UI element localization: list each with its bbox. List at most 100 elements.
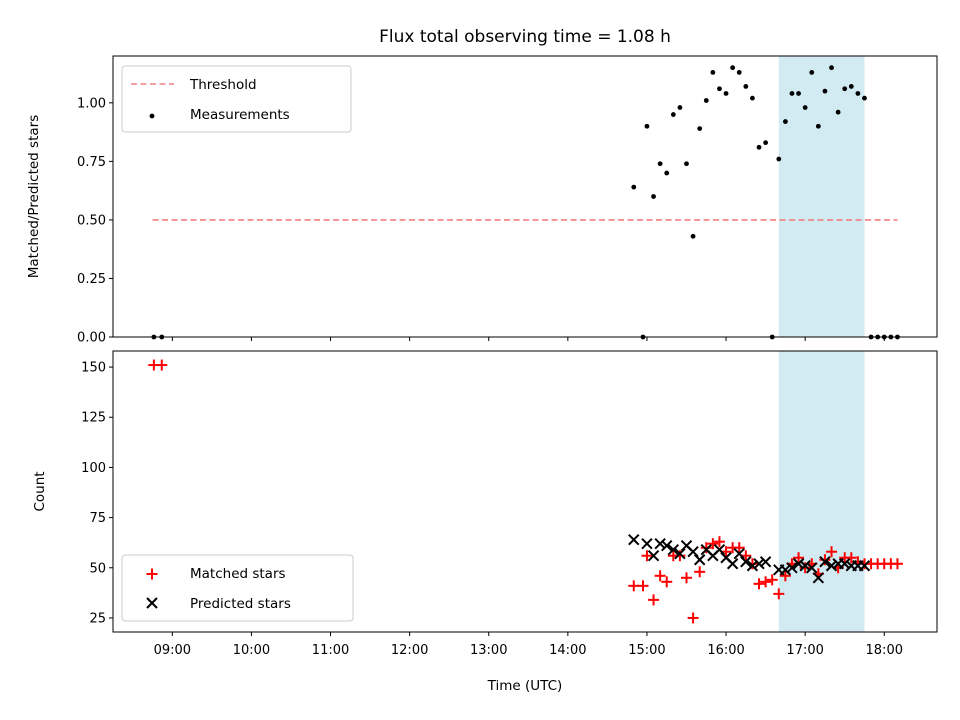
matched-star-point (891, 558, 903, 570)
predicted-star-point-b (839, 558, 851, 570)
measurement-point (763, 140, 769, 146)
matched-star-point (733, 542, 745, 554)
predicted-star-point-b (740, 556, 752, 568)
measurement-point (717, 86, 722, 92)
predicted-star-point (839, 558, 851, 570)
measurements-legend-swatch (149, 113, 155, 119)
predicted-star-point (812, 572, 825, 584)
measurement-point (703, 98, 709, 103)
matched-star-point (793, 552, 805, 564)
predicted-star-point-b (819, 556, 831, 568)
predicted-star-point (674, 548, 686, 560)
legend-x-glyph-b (146, 597, 158, 609)
matched-star-point (713, 536, 725, 548)
bottom-legend-frame (121, 554, 354, 622)
predicted-star-point (687, 546, 699, 558)
measurement-point (822, 88, 828, 94)
predicted-star-point (726, 558, 739, 570)
predicted-star-point (733, 548, 745, 560)
predicted-star-point-b (680, 539, 693, 552)
measurement-point (829, 65, 834, 71)
measurement-point (631, 184, 637, 190)
legend-plus-glyph (146, 568, 158, 580)
predicted-star-point (786, 562, 798, 574)
matched-star-point (654, 570, 666, 582)
predicted-star-point-b (858, 560, 871, 572)
bottom-y-tick-label: 125 (81, 411, 106, 426)
predicted-star-point-b (799, 560, 811, 572)
measurement-point (657, 161, 663, 167)
measurement-point (789, 91, 795, 96)
predicted-star-point-b (687, 546, 699, 558)
predicted-star-point (746, 560, 759, 572)
predicted-star-point-b (812, 572, 825, 584)
threshold-legend-label: Threshold (189, 77, 257, 93)
predicted-star-point (661, 539, 673, 552)
predicted-star-point (641, 537, 653, 550)
predicted-star-point (713, 544, 726, 556)
predicted-star-point (693, 554, 706, 566)
predicted-star-point-b (693, 554, 706, 566)
matched-star-point (766, 574, 778, 586)
predicted-star-point (753, 558, 765, 570)
top-y-tick-label: 0.50 (77, 213, 106, 228)
measurement-point (802, 105, 808, 110)
x-tick-label: 16:00 (707, 643, 744, 658)
top-legend: Threshold Measurements (121, 65, 352, 133)
top-y-tick-label: 0.00 (77, 331, 106, 346)
matched-star-point (707, 538, 719, 550)
bottom-y-tick-label: 25 (89, 611, 106, 626)
x-tick-label: 17:00 (786, 643, 823, 658)
predicted-star-point-b (786, 562, 798, 574)
measurement-point (750, 95, 755, 101)
matched-star-point (156, 359, 168, 371)
top-highlight-span (778, 56, 865, 337)
x-tick-label: 11:00 (312, 643, 349, 658)
measurement-point (697, 126, 703, 131)
predicted-star-point-b (759, 556, 772, 568)
x-tick-label: 18:00 (866, 643, 903, 658)
bottom-y-tick-label: 100 (81, 461, 106, 476)
matched-star-point (687, 612, 699, 624)
x-tick-label: 15:00 (628, 643, 665, 658)
predicted-star-point (779, 564, 792, 576)
bottom-legend: Matched stars Predicted stars (121, 554, 354, 622)
top-y-axis-label: Matched/Predicted stars (26, 115, 42, 278)
matched-star-point (760, 576, 772, 588)
measurement-point (842, 86, 848, 92)
predicted-star-point-b (713, 544, 726, 556)
measurements-legend-label: Measurements (190, 107, 290, 123)
bottom-axes-frame (112, 350, 938, 633)
top-y-tick-label: 0.75 (77, 155, 106, 170)
predicted-star-point-b (720, 552, 732, 564)
bottom-y-axis-label: Count (32, 471, 48, 511)
matched-star-point (700, 542, 712, 554)
matched-stars-legend-swatch (146, 568, 158, 580)
matched-star-point (819, 554, 831, 566)
measurement-point (855, 91, 861, 96)
measurement-point (848, 84, 854, 89)
predicted-star-point (667, 544, 680, 556)
top-y-tick-label: 0.25 (77, 272, 106, 287)
measurement-point (710, 69, 716, 75)
legend-x-glyph (146, 597, 158, 609)
x-tick-label: 10:00 (233, 643, 270, 658)
x-tick-label: 09:00 (154, 643, 191, 658)
x-tick-label: 14:00 (549, 643, 586, 658)
measurement-point (835, 109, 841, 115)
chart-title: Flux total observing time = 1.08 h (379, 27, 671, 47)
matched-star-point (681, 572, 693, 584)
matched-star-point (628, 580, 640, 592)
x-tick-label: 13:00 (470, 643, 507, 658)
predicted-star-point-b (647, 550, 660, 562)
matched-star-point (637, 580, 649, 592)
measurement-point (736, 69, 742, 75)
predicted-star-point (628, 533, 640, 546)
measurement-point (651, 194, 656, 199)
top-axes-frame (112, 55, 938, 338)
measurement-point (796, 91, 801, 96)
measurement-point (677, 105, 683, 110)
predicted-star-point-b (700, 544, 712, 556)
top-legend-frame (121, 65, 352, 133)
predicted-star-point-b (792, 558, 805, 570)
